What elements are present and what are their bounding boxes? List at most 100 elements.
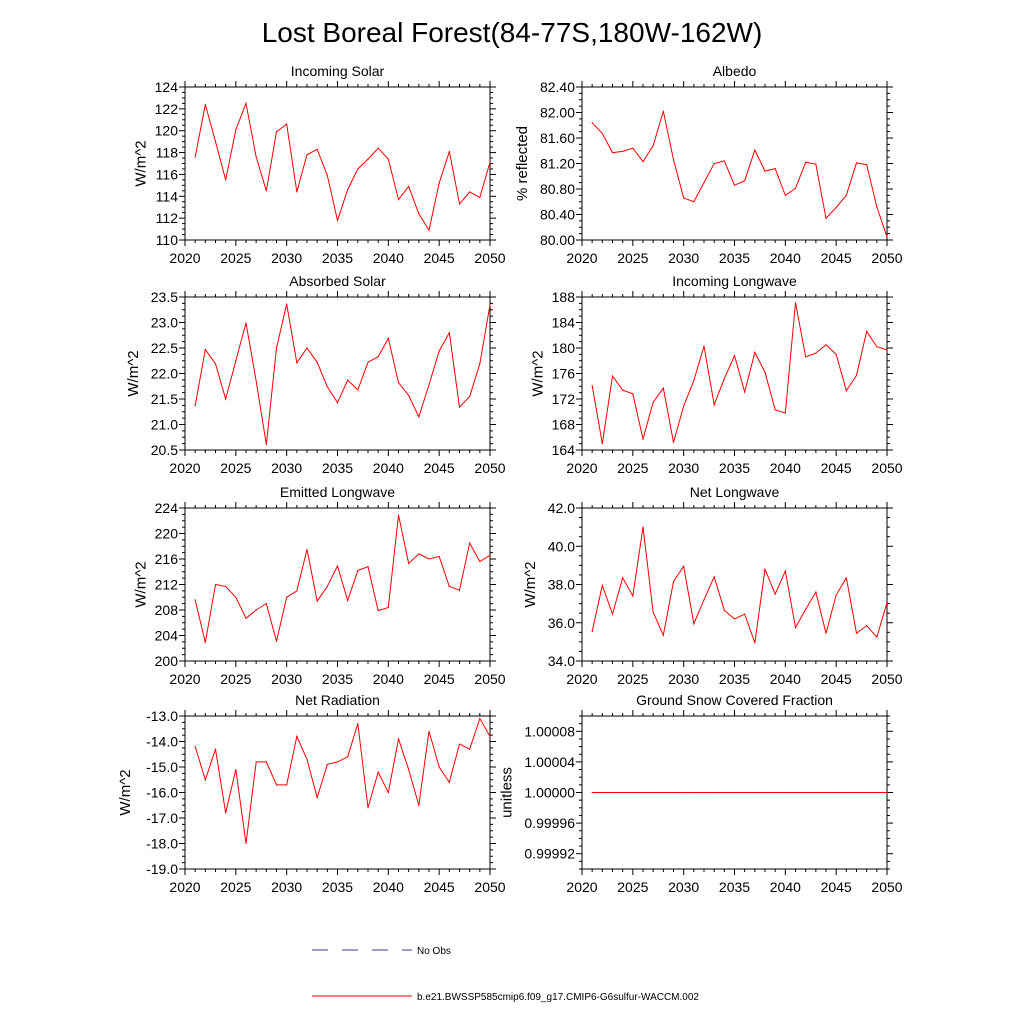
chart-8-x-tick-label: 2025 [617,879,648,895]
chart-8-x-tick-label: 2035 [719,879,750,895]
chart-5-x-tick-label: 2050 [474,671,505,687]
chart-8-data-point [642,791,644,794]
chart-6-y-tick-label: 36.0 [548,615,575,631]
chart-4: Incoming Longwave 2020 2025 2030 2035 2040 204… [530,273,903,476]
chart-2-y-tick-label: 80.80 [540,181,575,197]
chart-2-data-point [774,168,776,170]
chart-8-data-point [713,791,715,794]
chart-1-data-point [275,131,278,133]
chart-5-data-point [225,585,227,588]
chart-3-data-point [296,362,298,364]
chart-6-data-point [601,584,603,587]
chart-8-data-point [866,791,868,794]
chart-5: Emitted Longwave 2020 2025 2030 2035 2040 2045… [133,484,506,687]
chart-1-data-point [214,141,217,143]
chart-3-data-point [448,332,450,334]
chart-8-y-tick-label: 0.99992 [524,846,575,862]
chart-8-x-tick-label: 2045 [821,879,852,895]
chart-1-y-tick-label: 114 [156,188,179,204]
chart-5-data-point [265,603,267,605]
chart-5-data-point [194,599,196,601]
chart-7-data-point [316,797,318,799]
chart-4-x-tick-label: 2020 [566,460,597,476]
chart-7-data-point [438,766,440,768]
chart-5-x-tick-label: 2040 [373,671,404,687]
chart-6-x-tick-label: 2040 [770,671,801,687]
chart-8-x-tick-label: 2030 [668,879,699,895]
chart-4-data-point [611,375,614,377]
chart-3-data-point [214,363,217,365]
chart-4-data-point [713,404,715,406]
chart-1-y-tick-label: 116 [156,166,179,182]
chart-8-data-point [794,791,797,794]
chart-6-data-point [825,632,827,634]
chart-1-data-point [469,191,471,193]
chart-8-data-point [805,791,807,794]
chart-6-data-point [693,623,695,625]
chart-7-data-point [286,784,288,786]
chart-3-x-tick-label: 2030 [271,460,302,476]
chart-1-data-point [286,123,288,125]
chart-2-data-point [733,184,736,186]
chart-3-x-tick-label: 2025 [220,460,251,476]
chart-5-y-tick-label: 224 [155,500,179,516]
chart-4-data-point [784,412,786,414]
chart-1-y-tick-label: 118 [156,145,179,161]
chart-7-data-point [408,768,410,771]
chart-4-data-point [662,387,664,389]
chart-5-data-point [296,590,298,592]
chart-3-y-axis-label: W/m^2 [125,350,142,396]
chart-6-y-tick-label: 34.0 [548,653,575,669]
chart-8-data-point [662,791,664,794]
chart-8-y-tick-label: 0.99996 [524,815,575,831]
chart-8-y-tick-label: 1.00004 [524,754,575,770]
chart-7-data-point [306,758,308,760]
chart-5-data-point [275,640,278,642]
chart-8-y-tick-label: 1.00008 [524,723,575,739]
chart-7-data-point [418,804,420,806]
chart-5-data-point [377,610,379,612]
chart-7-data-point [428,730,430,732]
chart-4-y-axis-label: W/m^2 [530,350,547,396]
chart-2-data-point [662,110,664,112]
chart-5-data-point [418,553,420,555]
chart-2-data-point [886,236,888,238]
chart-5-x-tick-label: 2020 [169,671,200,687]
chart-4-x-tick-label: 2045 [821,460,852,476]
chart-1-x-tick-label: 2030 [271,250,302,266]
chart-4-y-tick-label: 168 [552,417,576,433]
chart-5-data-point [336,565,339,567]
chart-4-y-tick-label: 176 [552,366,576,382]
chart-2-y-tick-label: 80.40 [540,207,575,223]
chart-5-x-tick-label: 2045 [424,671,455,687]
chart-7-data-point [235,768,237,771]
chart-4-y-tick-label: 164 [552,442,576,458]
chart-6-x-tick-label: 2020 [566,671,597,687]
chart-4-title: Incoming Longwave [672,273,797,289]
chart-2-data-point [713,162,715,165]
chart-7-data-point [245,842,247,845]
chart-7-data-point [225,812,227,814]
chart-2-data-point [672,159,675,161]
chart-1-data-point [418,213,420,215]
chart-5-data-point [306,548,308,551]
chart-8-y-axis-label: unitless [498,767,515,818]
chart-4-data-point [805,356,807,358]
chart-8-data-point [733,791,736,794]
chart-4-x-tick-label: 2035 [719,460,750,476]
chart-5-data-point [347,599,349,602]
chart-1-data-point [377,147,379,149]
chart-3-data-point [255,380,257,382]
chart-2-x-tick-label: 2040 [770,250,801,266]
chart-3-data-point [458,406,461,408]
chart-8-data-point [652,791,654,794]
chart-1-data-point [245,102,247,104]
chart-3: Absorbed Solar 2020 2025 2030 2035 2040 2045 20… [125,273,506,476]
chart-3-data-point [469,395,471,398]
chart-7-y-tick-label: -19.0 [146,861,178,877]
chart-3-x-tick-label: 2035 [322,460,353,476]
chart-6-data-point [632,595,634,597]
chart-3-y-tick-label: 22.5 [151,340,178,356]
chart-6-data-point [652,611,654,613]
chart-1-data-point [438,182,440,184]
